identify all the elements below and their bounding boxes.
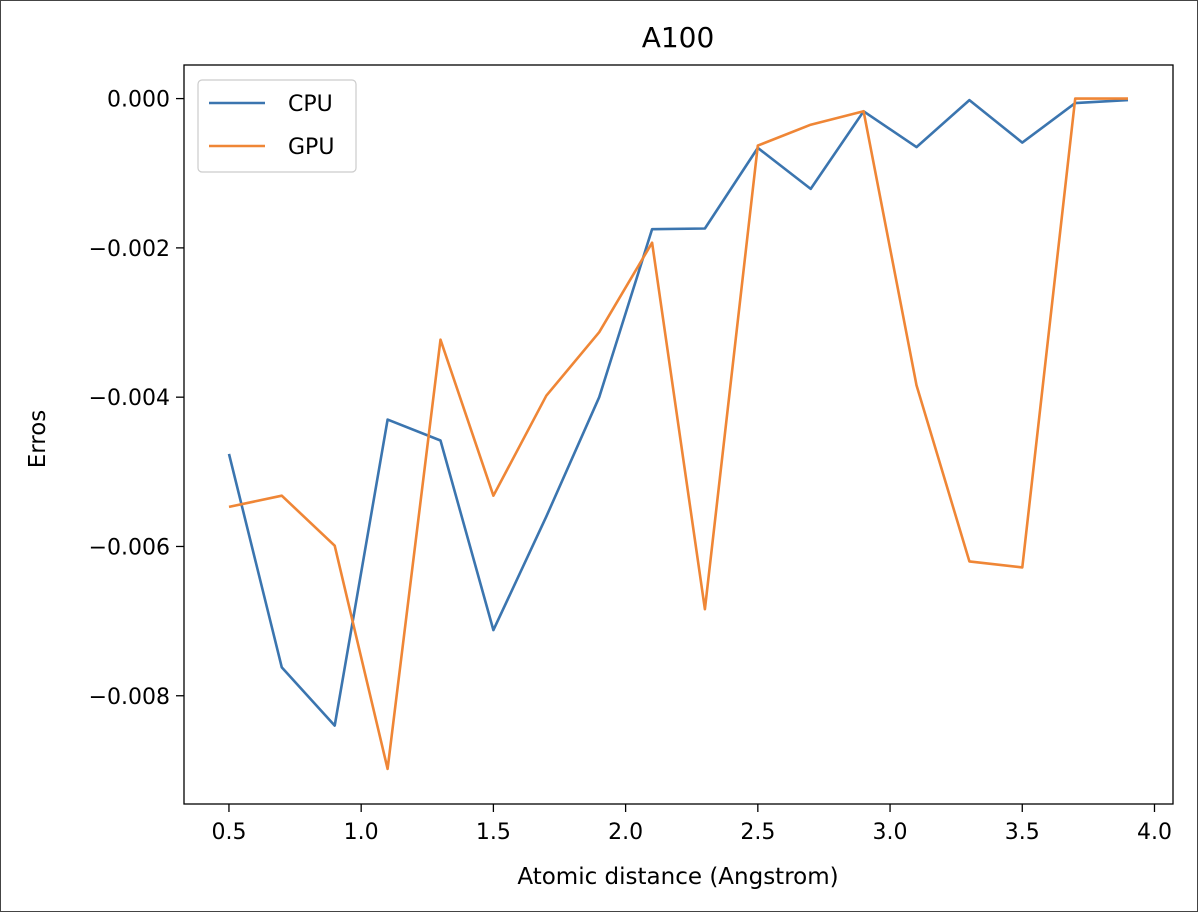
y-tick-label: 0.000 [107,88,170,113]
legend: CPU GPU [197,79,357,173]
legend-label-cpu: CPU [288,92,333,117]
x-tick-label: 1.0 [344,820,379,845]
x-tick-label: 2.5 [740,820,775,845]
ticks-layer: 0.5 1.0 1.5 2.0 2.5 3.0 3.5 4.0 0.000 −0.002 −0.00… [89,88,1172,845]
legend-label-gpu: GPU [288,135,334,160]
y-tick-label: −0.006 [89,535,170,560]
series-line-cpu [227,98,1129,727]
x-axis-label: Atomic distance (Angstrom) [517,864,838,890]
x-tick-label: 2.0 [608,820,643,845]
x-tick-label: 3.5 [1005,820,1040,845]
series-line-gpu [228,97,1128,771]
x-tick-label: 4.0 [1137,820,1172,845]
x-tick-label: 3.0 [873,820,908,845]
y-tick-label: −0.008 [89,685,170,710]
series-layer [227,97,1129,771]
x-tick-label: 0.5 [211,820,246,845]
plot-area-frame [183,64,1174,805]
chart-title: A100 [642,21,715,54]
y-axis-label: Erros [25,410,51,469]
x-tick-label: 1.5 [476,820,511,845]
y-tick-label: −0.004 [89,386,170,411]
y-tick-label: −0.002 [89,237,170,262]
